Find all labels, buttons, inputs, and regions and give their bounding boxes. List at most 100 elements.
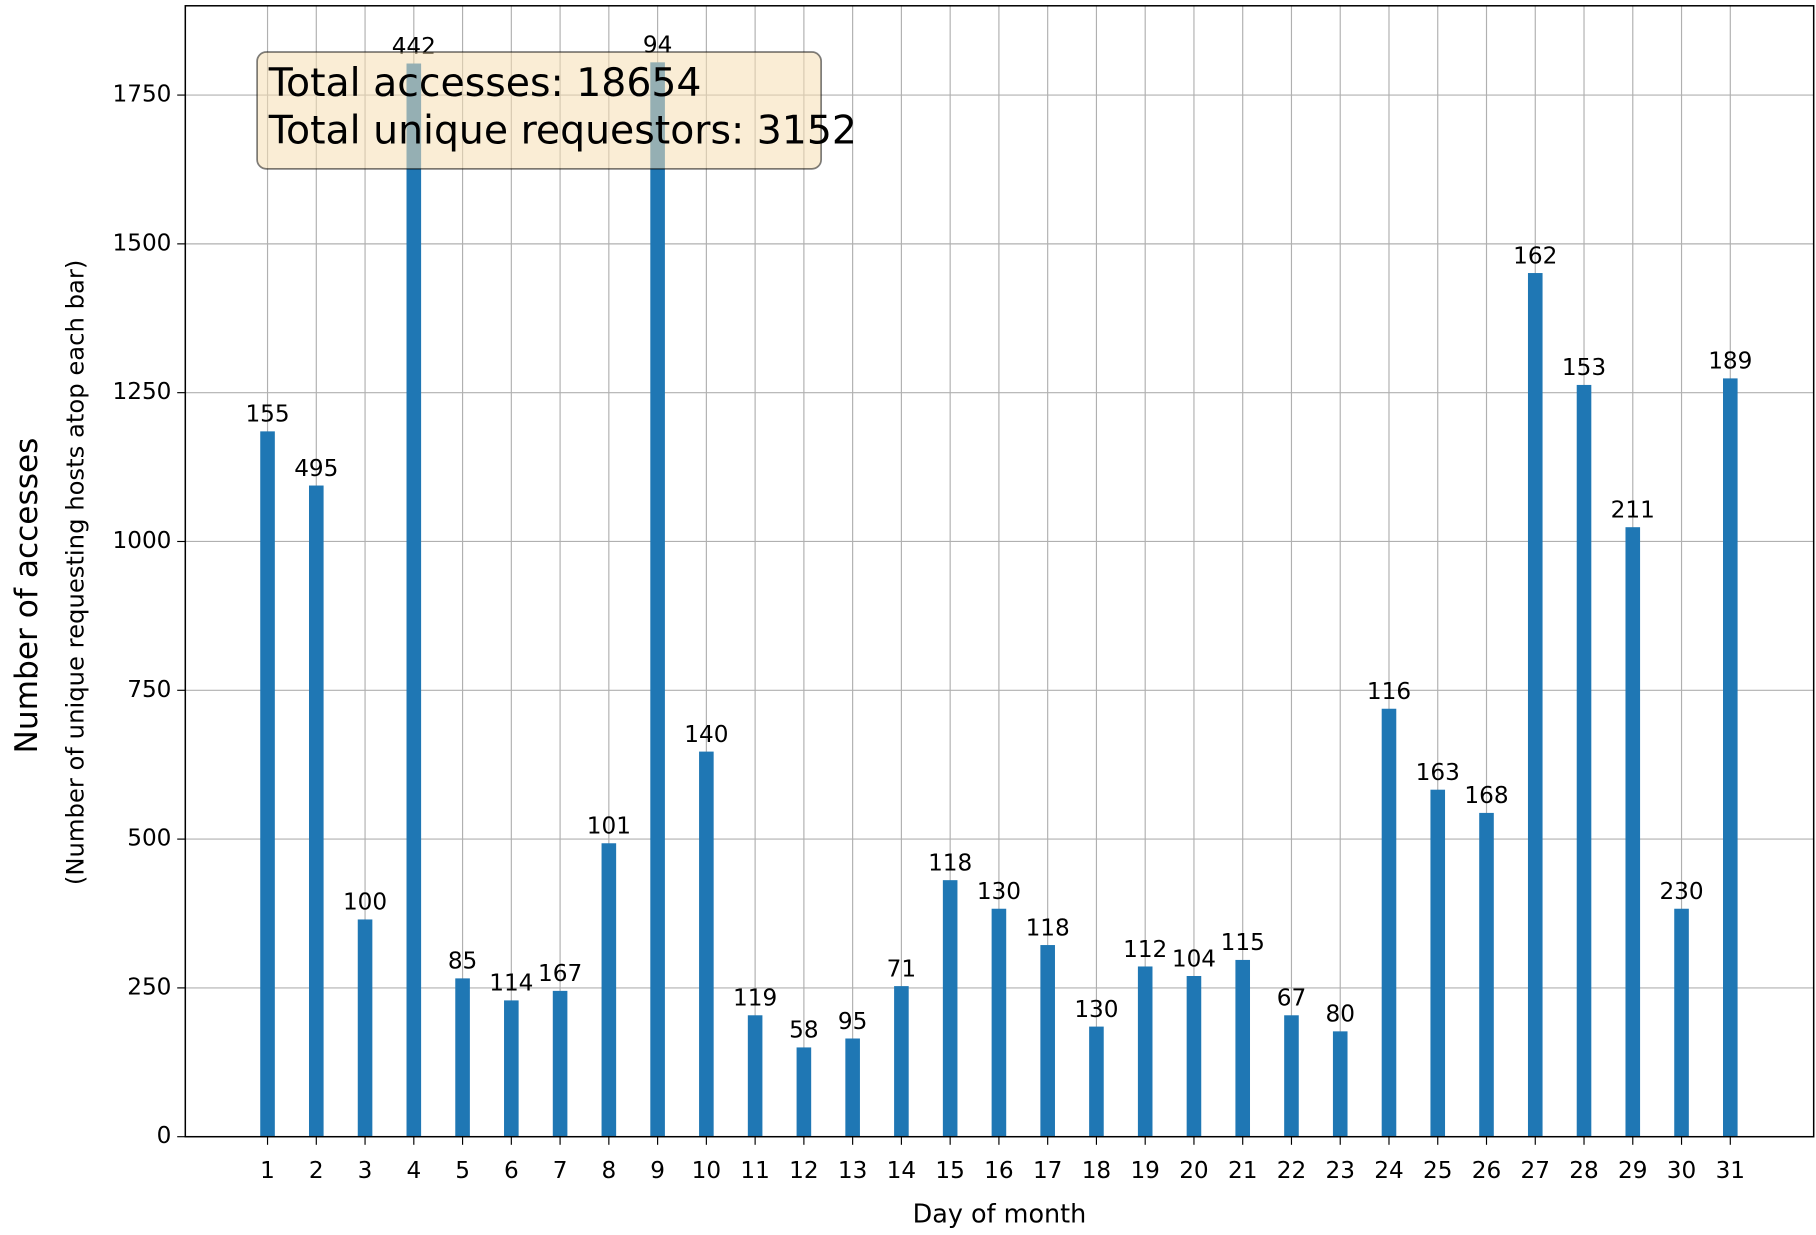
annotation-line: Total unique requestors: 3152 bbox=[268, 108, 857, 154]
x-tick-label: 7 bbox=[553, 1158, 568, 1184]
bar bbox=[991, 908, 1007, 1137]
bar-label: 95 bbox=[838, 1009, 867, 1035]
annotation-box bbox=[256, 51, 823, 170]
bar bbox=[1089, 1026, 1104, 1137]
bar bbox=[1527, 273, 1543, 1137]
axes-frame bbox=[184, 5, 1815, 1138]
x-tick-label: 30 bbox=[1667, 1158, 1696, 1184]
bar bbox=[308, 485, 324, 1137]
bar-label: 101 bbox=[587, 814, 631, 840]
x-tick-label: 13 bbox=[838, 1158, 867, 1184]
x-tick-label: 22 bbox=[1277, 1158, 1306, 1184]
x-tick-label: 11 bbox=[740, 1158, 769, 1184]
x-tick-label: 19 bbox=[1130, 1158, 1159, 1184]
bar bbox=[894, 986, 909, 1137]
x-tick-label: 21 bbox=[1228, 1158, 1257, 1184]
x-tick-label: 27 bbox=[1521, 1158, 1550, 1184]
bar bbox=[1722, 378, 1738, 1137]
bar bbox=[357, 919, 373, 1137]
bar-label: 104 bbox=[1172, 946, 1216, 972]
x-tick-label: 6 bbox=[504, 1158, 519, 1184]
y-axis-label: Number of accesses bbox=[9, 438, 45, 754]
x-tick-label: 25 bbox=[1423, 1158, 1452, 1184]
bar-label: 130 bbox=[977, 879, 1021, 905]
y-tick-label: 1500 bbox=[113, 230, 172, 256]
bar-label: 119 bbox=[733, 986, 777, 1012]
x-tick-label: 17 bbox=[1033, 1158, 1062, 1184]
bar-label: 230 bbox=[1659, 879, 1703, 905]
y-tick-label: 1750 bbox=[113, 82, 172, 108]
bar bbox=[1137, 966, 1153, 1137]
bar bbox=[504, 1000, 519, 1137]
bar bbox=[1284, 1015, 1299, 1137]
bar bbox=[1625, 527, 1641, 1137]
bar-label: 114 bbox=[489, 971, 533, 997]
bar bbox=[1430, 789, 1446, 1137]
bar-label: 140 bbox=[684, 722, 728, 748]
bar bbox=[1479, 812, 1494, 1137]
bar bbox=[699, 751, 714, 1137]
bar bbox=[406, 63, 422, 1137]
x-tick-label: 29 bbox=[1618, 1158, 1647, 1184]
x-tick-label: 18 bbox=[1082, 1158, 1111, 1184]
y-tick-label: 1000 bbox=[113, 528, 172, 554]
bar-label: 116 bbox=[1367, 679, 1411, 705]
bar-label: 112 bbox=[1123, 937, 1167, 963]
bar bbox=[1186, 975, 1202, 1137]
bar-label: 155 bbox=[245, 402, 289, 428]
bar-label: 58 bbox=[789, 1018, 818, 1044]
x-tick-label: 4 bbox=[406, 1158, 421, 1184]
bar-label: 118 bbox=[928, 850, 972, 876]
bar-label: 189 bbox=[1708, 349, 1752, 375]
x-tick-label: 26 bbox=[1472, 1158, 1501, 1184]
x-tick-label: 15 bbox=[935, 1158, 964, 1184]
bar-label: 153 bbox=[1562, 355, 1606, 381]
bar-label: 163 bbox=[1416, 760, 1460, 786]
x-tick-label: 28 bbox=[1569, 1158, 1598, 1184]
x-tick-label: 31 bbox=[1716, 1158, 1745, 1184]
bar-label: 162 bbox=[1513, 243, 1557, 269]
bar bbox=[601, 843, 617, 1137]
bar-label: 100 bbox=[343, 890, 387, 916]
x-tick-label: 9 bbox=[650, 1158, 665, 1184]
x-tick-label: 2 bbox=[309, 1158, 324, 1184]
bar bbox=[650, 62, 665, 1137]
bar bbox=[455, 978, 470, 1137]
bar bbox=[1040, 945, 1055, 1137]
bar bbox=[1381, 708, 1397, 1137]
bar-label: 167 bbox=[538, 961, 582, 987]
y-tick-label: 250 bbox=[127, 974, 171, 1000]
bar bbox=[260, 431, 275, 1137]
bar-label: 130 bbox=[1074, 997, 1118, 1023]
annotation-line: Total accesses: 18654 bbox=[268, 60, 702, 106]
bar-label: 495 bbox=[294, 456, 338, 482]
x-tick-label: 12 bbox=[789, 1158, 818, 1184]
x-tick-label: 5 bbox=[455, 1158, 470, 1184]
y-tick-label: 750 bbox=[127, 677, 171, 703]
bar-label: 118 bbox=[1026, 915, 1070, 941]
bar bbox=[1332, 1031, 1348, 1137]
bar-label: 80 bbox=[1325, 1002, 1354, 1028]
bar bbox=[552, 990, 568, 1137]
x-tick-label: 10 bbox=[692, 1158, 721, 1184]
bar-label: 211 bbox=[1611, 498, 1655, 524]
bar-label: 71 bbox=[887, 956, 916, 982]
y-tick-label: 0 bbox=[157, 1123, 172, 1149]
x-tick-label: 1 bbox=[260, 1158, 275, 1184]
bar-label: 115 bbox=[1221, 930, 1265, 956]
x-tick-label: 16 bbox=[984, 1158, 1013, 1184]
bar-label: 67 bbox=[1277, 986, 1306, 1012]
x-tick-label: 23 bbox=[1325, 1158, 1354, 1184]
bar bbox=[1576, 384, 1592, 1137]
x-axis-label: Day of month bbox=[913, 1199, 1087, 1229]
bar bbox=[845, 1038, 860, 1137]
bar bbox=[796, 1047, 812, 1137]
y-tick-label: 1250 bbox=[113, 379, 172, 405]
y-axis-sublabel: (Number of unique requesting hosts atop … bbox=[60, 260, 89, 886]
bar bbox=[942, 880, 958, 1137]
bar bbox=[1235, 959, 1251, 1137]
bar-label: 168 bbox=[1464, 783, 1508, 809]
bar bbox=[747, 1015, 763, 1137]
